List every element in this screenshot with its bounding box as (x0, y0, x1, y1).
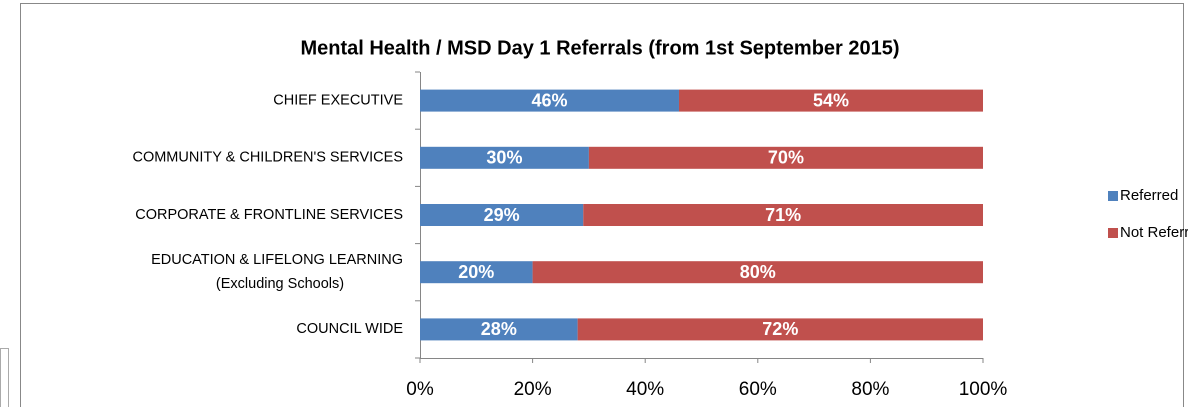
bar-segment (532, 261, 983, 284)
legend-swatch (1108, 191, 1118, 201)
x-tick-label: 0% (406, 379, 434, 400)
data-label: 71% (765, 205, 801, 225)
frame-fragment (0, 348, 9, 409)
chart-title: Mental Health / MSD Day 1 Referrals (fro… (300, 37, 899, 59)
x-tick-label: 80% (851, 379, 889, 400)
data-label: 80% (740, 262, 776, 282)
bar-segment (420, 89, 679, 112)
x-tick-label: 100% (959, 379, 1008, 400)
data-label: 28% (481, 319, 517, 339)
category-label: EDUCATION & LIFELONG LEARNING (Excluding … (151, 252, 403, 292)
bar-segment (420, 204, 584, 226)
data-label: 20% (458, 262, 494, 282)
legend-label: Not Referred (1120, 224, 1188, 241)
category-label: CHIEF EXECUTIVE (273, 92, 403, 108)
x-tick-label: 40% (626, 379, 664, 400)
data-label: 46% (531, 90, 567, 110)
bar-segment (588, 146, 983, 169)
data-label: 54% (813, 90, 849, 110)
category-label: CORPORATE & FRONTLINE SERVICES (135, 207, 403, 223)
bar-segment (577, 318, 983, 341)
bar-segment (583, 204, 983, 226)
bar-segment (420, 261, 533, 284)
category-label: COMMUNITY & CHILDREN'S SERVICES (132, 150, 403, 166)
legend-label: Referred (1120, 187, 1178, 204)
data-label: 72% (762, 319, 798, 339)
legend-swatch (1108, 228, 1118, 238)
data-label: 29% (484, 205, 520, 225)
data-label: 30% (486, 148, 522, 168)
bar-segment (420, 318, 578, 341)
bar-segment (420, 146, 589, 169)
x-tick-label: 20% (514, 379, 552, 400)
category-label: COUNCIL WIDE (296, 321, 403, 337)
x-tick-label: 60% (739, 379, 777, 400)
bar-segment (678, 89, 983, 112)
data-label: 70% (768, 148, 804, 168)
